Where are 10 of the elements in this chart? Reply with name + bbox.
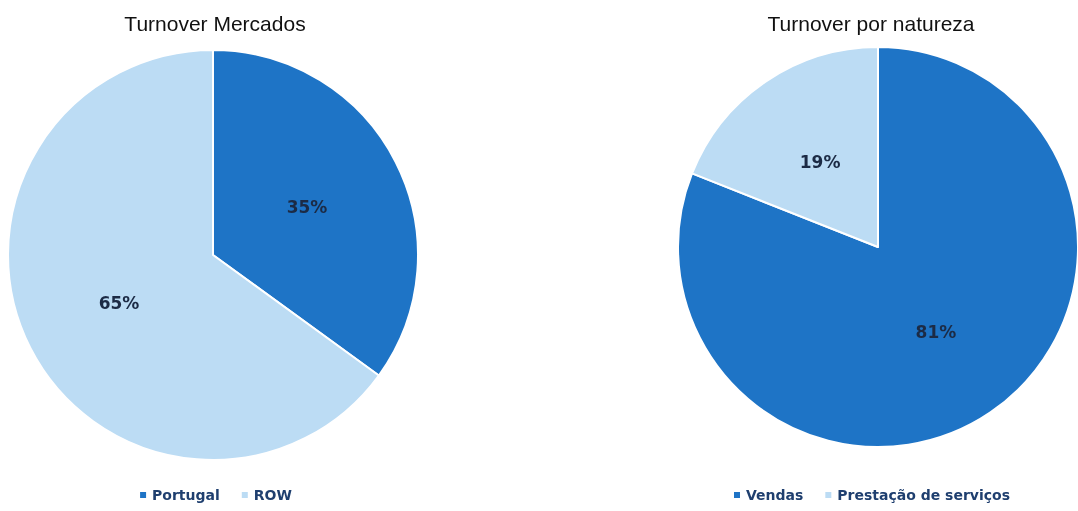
legend-label: Prestação de serviços <box>837 487 1010 503</box>
legend-label: ROW <box>253 487 292 503</box>
legend-label: Vendas <box>746 487 804 503</box>
data-label: 81% <box>915 322 957 343</box>
legend-label: Portugal <box>152 487 220 503</box>
data-label: 19% <box>799 151 841 172</box>
chart-title: Turnover por natureza <box>767 12 975 35</box>
chart-title: Turnover Mercados <box>124 12 306 35</box>
data-label: 35% <box>286 197 328 218</box>
data-label: 65% <box>98 292 140 313</box>
